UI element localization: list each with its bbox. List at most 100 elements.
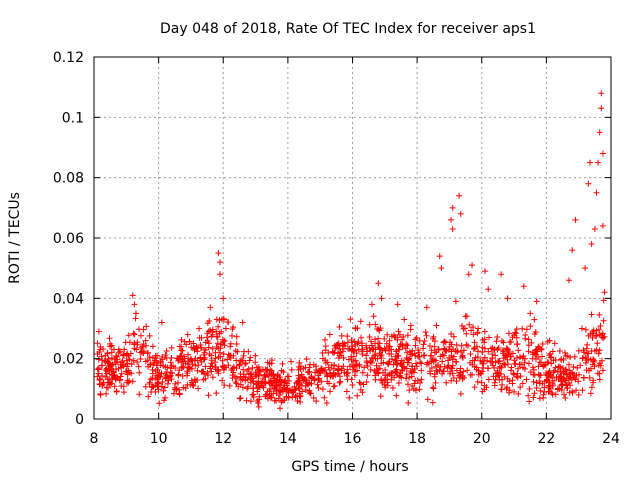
data-point — [303, 377, 310, 384]
data-point — [159, 379, 166, 386]
data-point — [155, 380, 162, 387]
data-point — [458, 349, 465, 356]
data-point — [597, 322, 604, 329]
data-point — [405, 356, 412, 363]
data-point — [564, 385, 571, 392]
data-point — [436, 253, 443, 260]
data-point — [540, 394, 547, 401]
data-point — [420, 345, 427, 352]
data-point — [531, 390, 538, 397]
data-point — [170, 390, 177, 397]
data-point — [236, 361, 243, 368]
data-point — [307, 390, 314, 397]
data-point — [504, 384, 511, 391]
data-point — [465, 271, 472, 278]
data-point — [149, 343, 156, 350]
data-point — [431, 343, 438, 350]
data-point — [538, 345, 545, 352]
data-point — [596, 311, 603, 318]
data-point — [594, 370, 601, 377]
data-point — [118, 370, 125, 377]
data-point — [485, 348, 492, 355]
data-point — [467, 371, 474, 378]
data-point — [195, 362, 202, 369]
data-point — [436, 367, 443, 374]
data-point — [184, 360, 191, 367]
data-point — [208, 360, 215, 367]
data-point — [515, 390, 522, 397]
data-point — [233, 357, 240, 364]
data-point — [336, 373, 343, 380]
data-point — [445, 357, 452, 364]
data-point — [552, 356, 559, 363]
data-point — [159, 354, 166, 361]
data-point — [565, 380, 572, 387]
data-point — [151, 357, 158, 364]
data-point — [344, 376, 351, 383]
data-point — [232, 347, 239, 354]
data-point — [500, 360, 507, 367]
data-point — [381, 345, 388, 352]
data-point — [120, 389, 127, 396]
data-point — [348, 347, 355, 354]
data-point — [412, 336, 419, 343]
data-point — [165, 377, 172, 384]
data-point — [240, 366, 247, 373]
data-point — [322, 360, 329, 367]
data-point — [590, 330, 597, 337]
data-point — [496, 357, 503, 364]
data-point — [429, 399, 436, 406]
data-point — [146, 332, 153, 339]
data-point — [525, 392, 532, 399]
data-point — [575, 347, 582, 354]
data-point — [450, 374, 457, 381]
data-point — [598, 105, 605, 112]
data-point — [449, 370, 456, 377]
data-point — [573, 387, 580, 394]
data-point — [475, 367, 482, 374]
data-point — [347, 316, 354, 323]
data-point — [551, 340, 558, 347]
data-point — [105, 384, 112, 391]
data-point — [549, 390, 556, 397]
y-tick-label: 0.12 — [53, 50, 84, 66]
data-point — [499, 376, 506, 383]
data-point — [359, 351, 366, 358]
data-point — [99, 372, 106, 379]
data-point — [213, 328, 220, 335]
data-point — [520, 283, 527, 290]
data-point — [295, 385, 302, 392]
data-point — [452, 358, 459, 365]
data-point — [449, 356, 456, 363]
data-point — [409, 351, 416, 358]
data-point — [485, 286, 492, 293]
data-point — [480, 364, 487, 371]
data-point — [97, 391, 104, 398]
data-point — [572, 216, 579, 223]
data-point — [144, 350, 151, 357]
data-point — [220, 350, 227, 357]
data-point — [498, 338, 505, 345]
data-point — [246, 357, 253, 364]
data-point — [112, 353, 119, 360]
data-point — [600, 297, 607, 304]
grid-lines — [94, 57, 611, 419]
data-point — [449, 225, 456, 232]
data-point — [363, 378, 370, 385]
data-point — [359, 369, 366, 376]
data-point — [124, 350, 131, 357]
data-point — [129, 292, 136, 299]
data-point — [374, 326, 381, 333]
data-point — [582, 326, 589, 333]
data-point — [125, 332, 132, 339]
data-point — [348, 339, 355, 346]
data-point — [513, 354, 520, 361]
data-point — [312, 369, 319, 376]
data-point — [474, 354, 481, 361]
data-point — [111, 383, 118, 390]
data-point — [337, 378, 344, 385]
data-point — [168, 362, 175, 369]
data-point — [541, 378, 548, 385]
data-point — [94, 366, 101, 373]
data-point — [131, 331, 138, 338]
